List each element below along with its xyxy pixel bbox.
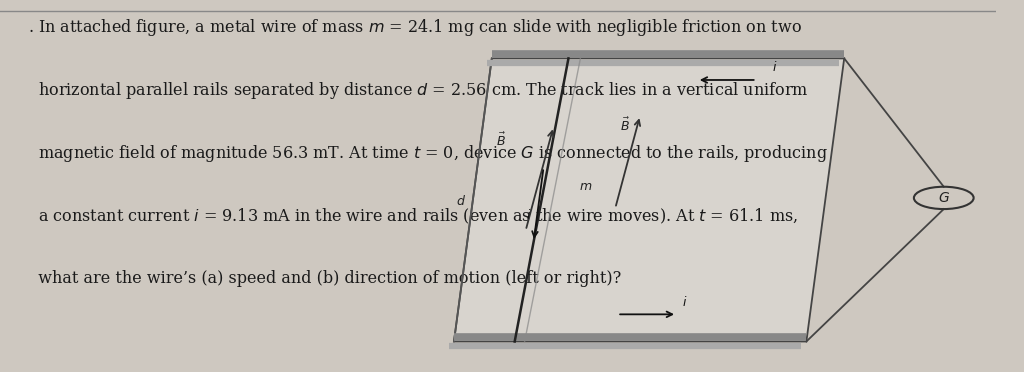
Text: . In attached figure, a metal wire of mass $m$ = 24.1 mg can slide with negligib: . In attached figure, a metal wire of ma… [28, 17, 802, 38]
Polygon shape [454, 58, 844, 341]
Text: magnetic field of magnitude 56.3 mT. At time $t$ = 0, device $G$ is connected to: magnetic field of magnitude 56.3 mT. At … [28, 143, 827, 164]
Text: $\vec{B}$: $\vec{B}$ [621, 117, 630, 134]
Text: $G$: $G$ [938, 191, 950, 205]
Text: $d$: $d$ [456, 194, 466, 208]
Text: $i$: $i$ [525, 208, 531, 222]
Text: $\vec{B}$: $\vec{B}$ [496, 132, 506, 149]
Text: what are the wire’s (a) speed and (b) direction of motion (left or right)?: what are the wire’s (a) speed and (b) di… [28, 270, 622, 287]
Text: a constant current $i$ = 9.13 mA in the wire and rails (even as the wire moves).: a constant current $i$ = 9.13 mA in the … [28, 206, 798, 226]
Text: horizontal parallel rails separated by distance $d$ = 2.56 cm. The track lies in: horizontal parallel rails separated by d… [28, 80, 808, 101]
Text: $i$: $i$ [771, 60, 777, 74]
Text: $m$: $m$ [580, 180, 593, 192]
Text: $i$: $i$ [682, 295, 687, 309]
